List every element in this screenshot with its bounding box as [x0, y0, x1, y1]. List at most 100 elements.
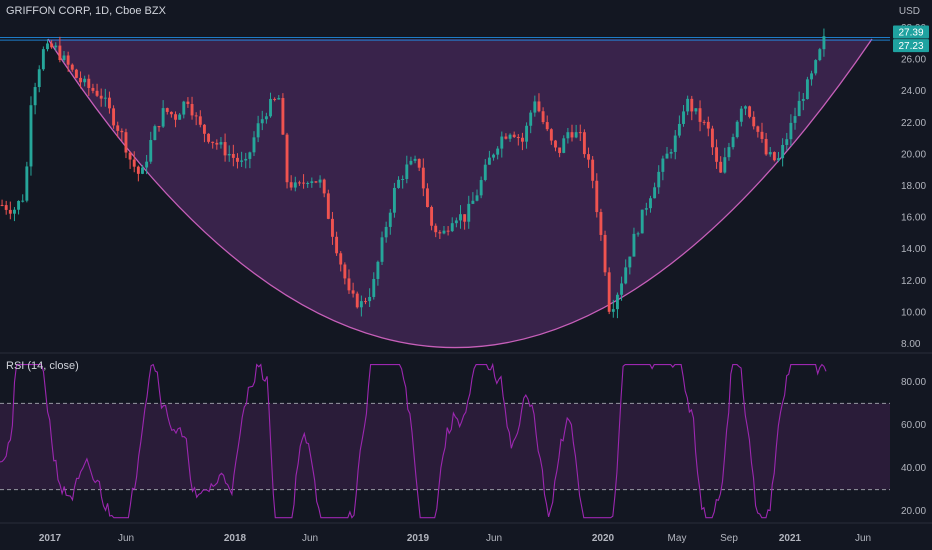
candle-body — [285, 134, 289, 183]
candle-body — [615, 294, 619, 310]
candle-body — [570, 132, 574, 138]
candle-body — [706, 121, 710, 129]
candle-body — [116, 125, 120, 131]
candle-body — [533, 101, 537, 113]
candle-body — [492, 154, 495, 158]
candle-body — [202, 124, 206, 134]
price-badge-1 — [893, 39, 929, 53]
candle-body — [434, 225, 438, 233]
candle-body — [632, 233, 636, 257]
candle-body — [520, 137, 524, 142]
candle-body — [17, 200, 21, 210]
candle-body — [628, 256, 632, 268]
candle-body — [46, 43, 49, 50]
candle-body — [157, 126, 161, 128]
candle-body — [789, 122, 793, 140]
candle-body — [409, 160, 413, 165]
candle-body — [529, 112, 533, 126]
candle-body — [541, 111, 545, 123]
candle-body — [149, 140, 153, 162]
time-tick-label: 2020 — [592, 533, 615, 544]
candle-body — [376, 261, 380, 279]
candle-body — [264, 116, 268, 120]
candle-body — [591, 159, 595, 181]
candle-body — [153, 126, 157, 141]
candle-body — [611, 309, 615, 312]
candle-body — [669, 151, 673, 154]
candle-body — [190, 103, 194, 116]
candle-body — [603, 234, 607, 273]
candle-body — [372, 278, 376, 297]
candle-body — [582, 132, 586, 155]
candle-body — [95, 90, 99, 96]
candle-body — [33, 87, 37, 106]
time-tick-label: 2017 — [39, 533, 62, 544]
candle-body — [405, 164, 409, 179]
candle-body — [793, 116, 797, 123]
price-tick-label: 10.00 — [901, 307, 926, 318]
candle-body — [772, 152, 776, 161]
candle-body — [818, 49, 822, 61]
candle-body — [335, 236, 339, 254]
candle-body — [467, 203, 471, 222]
candle-body — [566, 132, 570, 139]
candle-body — [174, 114, 177, 120]
candle-body — [483, 164, 487, 181]
candle-body — [500, 136, 504, 149]
candle-body — [739, 108, 743, 122]
candle-body — [211, 141, 215, 143]
candle-body — [595, 180, 599, 213]
candle-body — [607, 272, 611, 312]
candle-body — [694, 108, 698, 112]
candle-body — [392, 187, 396, 213]
candle-body — [661, 158, 665, 172]
candle-body — [120, 130, 124, 133]
rsi-title: RSI (14, close) — [6, 360, 79, 372]
candle-body — [487, 157, 491, 165]
price-tick-label: 8.00 — [901, 339, 921, 350]
candle-body — [21, 200, 25, 202]
candle-body — [107, 97, 111, 109]
price-badge-label: 27.39 — [898, 28, 923, 39]
candle-body — [13, 209, 16, 214]
candle-body — [554, 140, 557, 148]
candle-body — [426, 188, 429, 208]
candle-body — [128, 152, 132, 160]
candle-body — [814, 60, 818, 74]
candle-body — [79, 77, 82, 83]
rsi-tick-label: 20.00 — [901, 506, 926, 517]
price-tick-label: 16.00 — [901, 213, 926, 224]
candle-body — [41, 49, 45, 70]
price-badge-0 — [893, 25, 929, 39]
candle-body — [339, 253, 343, 265]
candle-body — [459, 214, 462, 221]
candle-body — [624, 267, 628, 284]
candle-body — [8, 209, 12, 214]
candle-body — [194, 115, 198, 117]
cup-fill — [48, 38, 872, 348]
time-tick-label: 2021 — [779, 533, 802, 544]
candle-body — [508, 134, 512, 139]
price-tick-label: 12.00 — [901, 276, 926, 287]
candle-body — [223, 142, 227, 156]
candle-body — [4, 205, 8, 210]
candle-body — [269, 98, 272, 117]
candle-body — [471, 200, 475, 204]
candle-body — [744, 106, 747, 109]
candle-body — [314, 181, 318, 183]
cup-outline — [47, 38, 873, 349]
candle-body — [256, 123, 260, 138]
candle-body — [322, 179, 326, 194]
candle-body — [289, 182, 293, 188]
candle-body — [723, 157, 727, 173]
candle-body — [198, 116, 202, 125]
candle-body — [351, 290, 355, 294]
candle-body — [413, 158, 417, 161]
time-tick-label: Sep — [720, 533, 738, 544]
candle-body — [165, 108, 169, 112]
candle-body — [364, 301, 367, 303]
time-tick-label: 2018 — [224, 533, 247, 544]
candle-body — [74, 69, 78, 78]
rsi-line — [0, 362, 827, 519]
